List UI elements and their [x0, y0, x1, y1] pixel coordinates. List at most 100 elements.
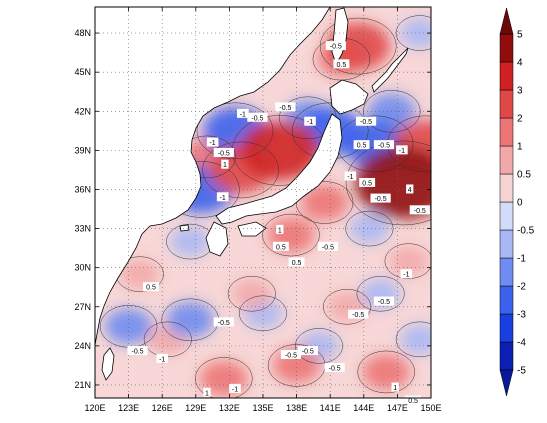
colorbar-label: -1 [517, 254, 526, 265]
lat-tick-label: 30N [74, 263, 91, 273]
contour-label-box [143, 282, 159, 292]
lon-tick-label: 129E [185, 403, 206, 413]
colorbar-segment [499, 117, 514, 147]
colorbar-segment [499, 173, 514, 203]
colorbar-label: 2 [517, 114, 523, 125]
asia-mainland [95, 7, 331, 346]
colorbar-label: 0 [517, 198, 523, 209]
contour-line [345, 140, 431, 226]
colorbar-segment [499, 33, 514, 63]
jeju-island [179, 224, 190, 232]
colorbar-label: -3 [517, 310, 526, 321]
contour-label: -0.5 [322, 244, 334, 251]
contour-label-box [355, 116, 377, 126]
contour-label-box [396, 145, 408, 155]
lon-tick-label: 120E [84, 403, 105, 413]
contour-label-box [325, 41, 346, 51]
contour-label-box [127, 346, 148, 356]
positive-anomaly-region [388, 246, 429, 277]
lat-tick-label: 33N [74, 224, 91, 234]
contour-label: 1 [393, 385, 397, 392]
positive-anomaly-region [362, 353, 411, 390]
colorbar-segment [499, 229, 514, 259]
contour-label: 0.5 [146, 285, 156, 292]
contour-label: 0.5 [276, 244, 286, 251]
contour-label: 0.5 [408, 398, 418, 405]
contour-label-box [400, 269, 413, 279]
contour-labels: -0.50.5-0.5-1-0.5-1-1-0.5-0.50.5 -0.5-1-1… [127, 41, 430, 405]
contour-label-box [237, 108, 249, 118]
colorbar-label: -4 [517, 338, 526, 349]
map-plot: -0.50.5-0.5-1-0.5-1-1-0.5-0.50.5 -0.5-1-1… [74, 6, 442, 413]
contour-label-box [216, 192, 229, 202]
colorbar-label: 0.5 [517, 170, 531, 181]
lon-tick-label: 141E [320, 403, 341, 413]
contour-label: -0.5 [218, 320, 230, 327]
colorbar-segment [499, 341, 514, 371]
contour-line [395, 15, 431, 51]
lon-tick-label: 150E [420, 403, 441, 413]
contour-label-box [317, 241, 339, 251]
contour-label: -0.5 [329, 366, 341, 373]
colorbar: 5 4 3 2 1 0.5 0 -0.5 -1 -2 -3 -4 -5 [499, 7, 535, 397]
contour-label-box [276, 224, 284, 234]
contour-line [202, 141, 279, 199]
negative-anomaly-region [166, 301, 215, 338]
contour-label: 0.5 [292, 260, 302, 267]
contour-label-box [221, 159, 229, 169]
contour-line [357, 350, 415, 394]
contour-label-box [156, 353, 168, 363]
contour-label-box [247, 112, 268, 122]
contour-label: -1 [159, 356, 165, 363]
colorbar-segment [499, 313, 514, 343]
contour-line [195, 357, 253, 398]
contour-label-box [373, 140, 395, 150]
contour-label: -1 [307, 119, 313, 126]
contour-label-box [353, 140, 370, 150]
contour-label-box [324, 363, 345, 373]
colorbar-label: -0.5 [517, 226, 535, 237]
negative-anomaly-region [399, 324, 431, 355]
contour-label: -1 [403, 272, 409, 279]
positive-anomaly-region [231, 278, 272, 309]
contour-label-box [297, 346, 318, 356]
contour-line [319, 17, 397, 75]
lat-tick-label: 24N [74, 341, 91, 351]
contour-label: -0.5 [285, 352, 297, 359]
lon-tick-label: 123E [118, 403, 139, 413]
colorbar-label: 1 [517, 142, 523, 153]
contour-label: -0.5 [378, 299, 390, 306]
colorbar-extend-top [499, 7, 514, 35]
negative-anomaly-region [104, 308, 153, 345]
lon-tick-label: 147E [387, 403, 408, 413]
contour-label-box [304, 116, 316, 126]
lat-tick-label: 45N [74, 67, 91, 77]
kyushu-island [205, 221, 229, 257]
contour-label-box [409, 205, 430, 215]
contour-label: -0.5 [330, 44, 342, 51]
lat-tick-label: 36N [74, 184, 91, 194]
contour-label-box [213, 147, 234, 157]
lat-tick-label: 48N [74, 28, 91, 38]
contour-label: -0.5 [375, 196, 387, 203]
colorbar-extend-bottom [499, 369, 514, 397]
contour-label-box [391, 382, 399, 392]
colorbar-label: 3 [517, 86, 523, 97]
contour-label: 0.5 [357, 143, 367, 150]
colorbar-segment [499, 145, 514, 175]
contour-label: -0.5 [302, 349, 314, 356]
contour-label: -0.5 [360, 119, 372, 126]
lat-tick-label: 21N [74, 380, 91, 390]
contour-line [227, 275, 276, 312]
colorbar-segment [499, 61, 514, 91]
contour-label: -0.5 [132, 349, 144, 356]
lat-tick-label: 42N [74, 106, 91, 116]
land-masses [95, 7, 409, 381]
positive-anomaly-region [119, 259, 160, 290]
contour-line [395, 321, 431, 358]
contour-label-box [405, 395, 422, 405]
colorbar-label: -2 [517, 282, 526, 293]
contour-label: -0.5 [251, 115, 263, 122]
contour-label-box [348, 309, 369, 319]
